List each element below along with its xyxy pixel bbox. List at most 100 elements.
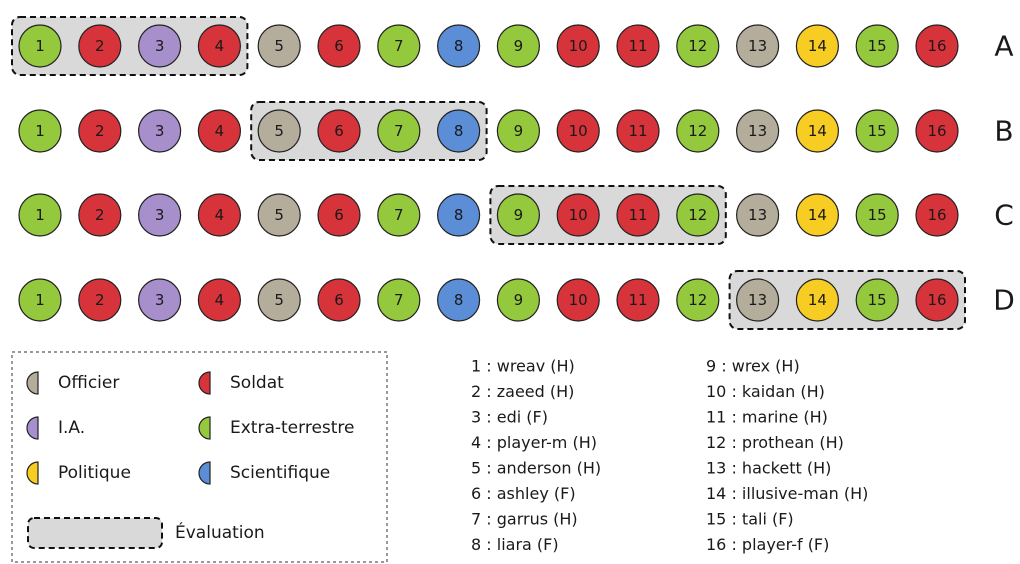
member-number: 14 (808, 37, 827, 55)
name-entry: 13 : hackett (H) (706, 459, 831, 478)
member-number: 11 (628, 37, 647, 55)
member-number: 8 (454, 37, 464, 55)
member-circle (676, 278, 720, 322)
member-number: 15 (868, 122, 887, 140)
member-circle (257, 278, 301, 322)
member-circle (915, 278, 959, 322)
member-circle (437, 24, 481, 68)
member-number: 5 (274, 291, 284, 309)
member-number: 2 (95, 206, 105, 224)
legend-swatch (26, 371, 39, 395)
member-number: 1 (35, 37, 45, 55)
member-number: 12 (688, 291, 707, 309)
member-number: 15 (868, 291, 887, 309)
row-label: B (994, 115, 1013, 148)
member-circle (18, 193, 62, 237)
member-number: 16 (927, 122, 946, 140)
evaluation-box (728, 270, 966, 330)
legend-swatch (198, 461, 211, 485)
member-number: 11 (628, 291, 647, 309)
member-circle (735, 193, 780, 237)
member-circle (78, 278, 122, 322)
name-entry: 1 : wreav (H) (471, 357, 575, 376)
member-number: 9 (514, 206, 524, 224)
member-number: 7 (394, 206, 404, 224)
legend-evaluation-swatch (27, 517, 163, 549)
member-number: 10 (569, 206, 588, 224)
member-number: 8 (454, 291, 464, 309)
member-circle (437, 193, 481, 237)
member-circle (18, 109, 62, 153)
member-circle (377, 109, 421, 153)
member-number: 16 (927, 291, 946, 309)
member-circle (795, 109, 840, 153)
member-circle (676, 24, 720, 68)
member-circle (257, 193, 301, 237)
member-number: 13 (748, 37, 767, 55)
member-circle (197, 24, 241, 68)
member-number: 5 (274, 122, 284, 140)
member-number: 13 (748, 122, 767, 140)
member-number: 1 (35, 122, 45, 140)
member-circle (915, 24, 959, 68)
evaluation-box (11, 16, 249, 76)
member-circle (138, 109, 182, 153)
member-number: 7 (394, 37, 404, 55)
name-entry: 7 : garrus (H) (471, 510, 578, 529)
member-number: 14 (808, 291, 827, 309)
member-circle (676, 109, 720, 153)
member-number: 4 (215, 122, 225, 140)
name-entry: 15 : tali (F) (706, 510, 794, 529)
member-number: 9 (514, 291, 524, 309)
name-entry: 5 : anderson (H) (471, 459, 601, 478)
member-circle (795, 278, 840, 322)
name-entry: 16 : player-f (F) (706, 535, 829, 554)
member-number: 3 (155, 291, 165, 309)
member-circle (915, 109, 959, 153)
legend-swatch (198, 416, 211, 440)
member-circle (915, 193, 959, 237)
member-circle (735, 24, 780, 68)
member-circle (496, 109, 541, 153)
name-entry: 14 : illusive-man (H) (706, 484, 868, 503)
member-number: 5 (274, 206, 284, 224)
member-circle (377, 278, 421, 322)
row-label: A (994, 30, 1013, 63)
member-circle (556, 193, 600, 237)
member-number: 12 (688, 122, 707, 140)
member-number: 13 (748, 291, 767, 309)
member-circle (377, 193, 421, 237)
member-number: 3 (155, 206, 165, 224)
member-number: 2 (95, 291, 105, 309)
member-circle (197, 109, 241, 153)
member-circle (18, 278, 62, 322)
member-number: 14 (808, 206, 827, 224)
member-circle (616, 24, 660, 68)
member-number: 8 (454, 122, 464, 140)
member-circle (317, 278, 361, 322)
member-circle (496, 24, 541, 68)
member-circle (735, 278, 780, 322)
member-circle (138, 193, 182, 237)
member-circle (78, 24, 122, 68)
member-circle (78, 109, 122, 153)
member-circle (855, 24, 899, 68)
member-number: 11 (628, 122, 647, 140)
legend-label: Évaluation (175, 521, 265, 543)
row-label: C (994, 199, 1014, 232)
row-label: D (993, 284, 1015, 317)
legend-swatch (198, 371, 211, 395)
member-number: 11 (628, 206, 647, 224)
member-circle (735, 109, 780, 153)
member-number: 4 (215, 37, 225, 55)
legend-label: Extra-terrestre (230, 418, 355, 438)
legend-swatch (26, 461, 39, 485)
member-number: 1 (35, 291, 45, 309)
member-circle (556, 24, 600, 68)
member-number: 12 (688, 37, 707, 55)
member-circle (78, 193, 122, 237)
name-entry: 10 : kaidan (H) (706, 382, 825, 401)
member-circle (257, 24, 301, 68)
member-number: 10 (569, 122, 588, 140)
